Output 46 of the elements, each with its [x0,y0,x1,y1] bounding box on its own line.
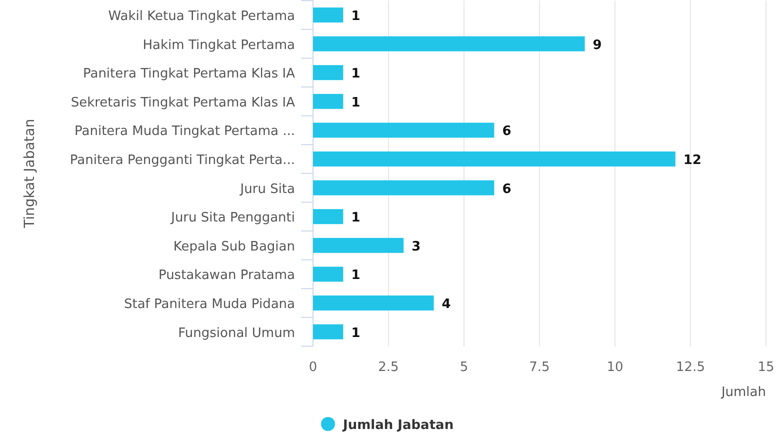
data-label: 9 [592,38,602,53]
y-tick-label: Hakim Tingkat Pertama [142,38,295,53]
x-tick-label: 0 [308,360,318,375]
bar [313,122,494,138]
x-axis-title: Jumlah [720,385,766,400]
x-tick-label: 7.5 [529,360,550,375]
data-label: 1 [351,210,360,226]
data-label: 1 [351,66,360,82]
legend-label: Jumlah Jabatan [342,418,454,433]
data-label: 1 [351,326,360,341]
y-tick-label: Juru Sita Pengganti [170,210,295,226]
y-axis-title: Tingkat Jabatan [22,118,38,230]
x-tick-label: 12.5 [676,360,705,375]
data-label: 1 [351,9,360,24]
y-tick-label: Panitera Tingkat Pertama Klas IA [82,66,296,82]
x-tick-label: 10 [606,360,624,375]
x-tick-label: 15 [758,360,774,375]
bar [313,94,344,109]
data-label: 4 [442,297,451,312]
bar [313,209,344,224]
bar [313,152,676,166]
data-label: 1 [351,95,360,110]
bar [313,65,344,80]
data-label: 6 [502,182,512,197]
bar [313,324,344,340]
bar [313,238,404,253]
y-tick-label: Staf Panitera Muda Pidana [124,297,295,312]
data-label: 12 [683,153,702,168]
x-tick-label: 2.5 [378,360,399,375]
x-tick-label: 5 [460,360,468,375]
y-tick-label: Panitera Muda Tingkat Pertama ... [74,124,295,140]
y-tick-label: Sekretaris Tingkat Pertama Klas IA [70,95,296,110]
y-tick-label: Wakil Ketua Tingkat Pertama [108,9,295,24]
data-label: 6 [502,124,512,140]
y-tick-label: Fungsional Umum [178,326,295,341]
bar [313,266,344,282]
bar [313,180,494,196]
y-tick-label: Juru Sita [239,182,295,197]
bar [313,296,434,310]
bar [313,36,585,52]
y-tick-label: Panitera Pengganti Tingkat Perta... [70,153,295,168]
y-tick-label: Kepala Sub Bagian [173,239,295,254]
data-label: 1 [351,268,360,284]
y-tick-label: Pustakawan Pratama [158,268,295,284]
bar [313,8,344,22]
data-label: 3 [412,239,421,254]
